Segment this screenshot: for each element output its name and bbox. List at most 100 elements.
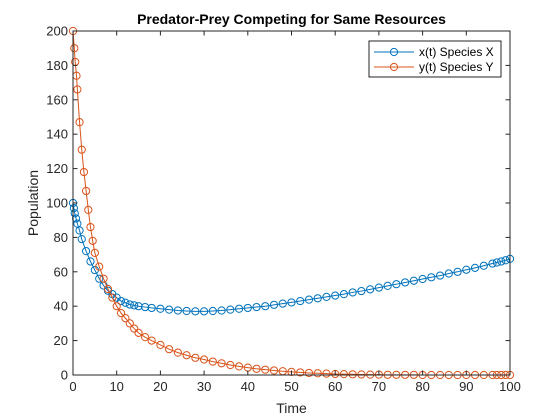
data-point <box>366 285 375 294</box>
data-point <box>73 85 82 94</box>
x-tick-label: 90 <box>459 379 473 394</box>
legend-box <box>368 40 502 78</box>
data-point <box>191 307 200 316</box>
x-tick-label: 70 <box>372 379 386 394</box>
data-point <box>141 302 150 312</box>
y-tick-label: 180 <box>46 58 68 73</box>
data-point <box>130 301 139 310</box>
data-point <box>462 265 471 274</box>
data-point <box>125 300 134 309</box>
y-tick-label: 140 <box>46 127 68 142</box>
data-point <box>95 262 104 271</box>
data-point <box>226 305 235 314</box>
data-point <box>208 357 217 366</box>
data-point <box>90 248 99 257</box>
data-point <box>116 296 126 306</box>
y-tick-label: 40 <box>54 299 68 314</box>
data-point <box>141 333 150 342</box>
data-point <box>116 308 126 318</box>
data-point <box>86 257 95 266</box>
data-point <box>147 303 156 313</box>
y-axis-label: Population <box>25 170 41 236</box>
data-point <box>339 290 349 299</box>
data-point <box>322 369 331 378</box>
data-point <box>103 284 113 294</box>
data-point <box>191 353 200 362</box>
data-point <box>125 319 134 328</box>
data-point <box>409 276 418 285</box>
y-tick-label: 200 <box>46 24 68 39</box>
data-point <box>435 271 445 280</box>
data-point <box>112 302 121 311</box>
data-point <box>86 222 95 232</box>
data-point <box>331 291 340 300</box>
x-tick-label: 60 <box>328 379 342 394</box>
data-point <box>497 257 506 266</box>
y-tick-label: 20 <box>54 333 68 348</box>
data-point <box>392 280 401 289</box>
data-point <box>173 306 182 315</box>
data-point <box>200 307 209 316</box>
data-point <box>243 303 252 313</box>
data-point <box>79 167 89 177</box>
plot-frame <box>72 30 511 376</box>
legend-marker <box>389 62 399 72</box>
data-point <box>444 269 453 278</box>
x-tick-label: 20 <box>153 379 167 394</box>
data-point <box>69 204 78 213</box>
data-point <box>182 306 191 316</box>
data-point <box>99 274 108 283</box>
y-tick-label: 120 <box>46 161 68 176</box>
data-point <box>200 355 209 364</box>
legend-label: x(t) Species X <box>419 45 494 59</box>
legend-item: y(t) Species Y <box>374 60 493 74</box>
x-tick-label: 100 <box>499 379 521 394</box>
data-point <box>75 226 84 235</box>
data-point <box>82 247 91 256</box>
data-point <box>134 302 143 311</box>
data-point <box>84 205 93 214</box>
chart-title: Predator-Prey Competing for Same Resourc… <box>137 11 446 27</box>
x-axis-ticks: 0 10 20 30 40 50 60 70 80 90 100 <box>69 31 521 394</box>
data-point <box>130 324 139 333</box>
legend-item: x(t) Species X <box>374 45 494 59</box>
data-point <box>208 306 217 316</box>
data-point <box>217 306 226 315</box>
data-point <box>269 300 279 309</box>
data-point <box>70 44 79 53</box>
x-tick-label: 10 <box>109 379 123 394</box>
data-point <box>383 281 392 290</box>
data-point <box>427 273 436 282</box>
data-point <box>322 292 331 302</box>
data-point <box>304 295 314 304</box>
data-point <box>296 368 305 377</box>
data-point <box>261 365 270 374</box>
data-point <box>304 368 314 378</box>
data-point <box>470 263 480 272</box>
y-tick-label: 80 <box>54 230 68 245</box>
data-point <box>252 364 261 373</box>
data-point <box>492 258 501 267</box>
data-point <box>453 267 462 276</box>
data-point <box>156 304 165 313</box>
data-point <box>88 236 97 245</box>
data-point <box>134 328 143 337</box>
series-line <box>72 202 511 312</box>
data-point <box>296 296 305 306</box>
x-tick-label: 50 <box>284 379 298 394</box>
data-point <box>331 369 340 379</box>
data-point <box>70 209 79 218</box>
data-point <box>77 235 86 244</box>
data-point <box>339 370 349 379</box>
data-point <box>147 336 156 345</box>
data-point <box>234 304 244 313</box>
data-point <box>374 283 383 292</box>
y-axis-ticks: 0 20 40 60 80 100 120 140 160 180 200 <box>46 24 510 383</box>
data-point <box>357 286 366 296</box>
data-point <box>165 305 174 314</box>
data-point <box>313 369 322 378</box>
y-tick-label: 160 <box>46 92 68 107</box>
data-point <box>173 348 182 357</box>
data-point <box>75 118 84 127</box>
